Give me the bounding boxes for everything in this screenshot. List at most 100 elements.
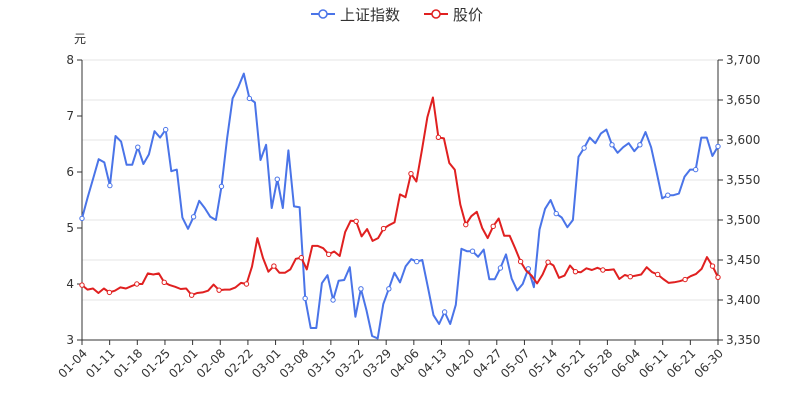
legend-item-index[interactable]: 上证指数 [311,6,400,24]
series-layer [79,72,721,340]
right-tick-label: 3,450 [726,253,760,267]
x-tick-label: 01-11 [83,346,118,381]
right-tick-label: 3,700 [726,53,760,67]
legend-index-label: 上证指数 [340,6,400,24]
x-tick-label: 05-14 [526,346,561,381]
data-point [414,258,420,265]
data-point [637,142,643,148]
data-point [330,297,336,303]
x-tick-label: 04-20 [443,346,478,381]
data-point [274,176,280,182]
legend-price-label: 股价 [453,6,483,24]
data-point [609,142,615,148]
x-tick-label: 02-08 [194,346,229,381]
data-point [358,286,364,292]
legend-item-price[interactable]: 股价 [424,6,483,24]
data-point [218,183,225,190]
data-point [134,281,140,287]
data-point [715,274,721,280]
x-tick-label: 02-01 [166,346,201,381]
x-tick-label: 03-15 [304,346,339,381]
x-tick-label: 03-22 [332,346,367,381]
data-point [627,274,633,280]
data-point [665,192,671,198]
left-tick-label: 4 [66,277,74,291]
x-tick-label: 01-18 [111,346,146,381]
gridlines [82,59,718,341]
x-tick-label: 04-06 [387,346,422,381]
x-tick-label: 06-11 [636,346,671,381]
left-tick-label: 8 [66,53,74,67]
data-point [581,145,587,151]
right-tick-label: 3,500 [726,213,760,227]
x-tick-label: 03-08 [277,346,312,381]
right-tick-label: 3,350 [726,333,760,347]
right-tick-label: 3,550 [726,173,760,187]
data-point [715,143,721,150]
data-point [79,215,85,222]
data-point [692,166,699,173]
data-point [271,263,277,269]
x-tick-label: 05-21 [553,346,588,381]
data-point [353,218,359,224]
data-point [386,286,392,292]
axes: 3 4 5 6 7 8 3,350 3,400 3,450 3,500 3,550 3,600 3,65… [56,53,761,381]
right-tick-label: 3,400 [726,293,760,307]
left-tick-label: 3 [66,333,74,347]
data-point [188,292,195,298]
legend: 上证指数 股价 [311,6,483,24]
data-point [600,267,606,273]
data-point [107,182,113,189]
x-tick-label: 03-01 [249,346,284,381]
data-point [469,248,476,254]
x-tick-label: 01-04 [56,346,91,381]
data-point [380,225,387,232]
data-point [463,221,469,228]
x-tick-label: 06-21 [664,346,699,381]
data-point [654,271,661,278]
data-point [490,223,496,230]
data-point [246,95,253,102]
x-tick-label: 03-29 [360,346,395,381]
data-point [517,258,524,265]
data-point [298,254,305,261]
data-point [572,268,579,275]
x-tick-label: 05-28 [581,346,616,381]
data-point [161,279,167,286]
x-tick-label: 04-27 [470,346,505,381]
data-point [553,210,559,217]
legend-price-swatch-marker [431,9,441,19]
data-point [216,287,222,293]
data-point [408,170,414,177]
left-tick-label: 7 [66,109,74,123]
data-point [682,276,688,283]
data-point [162,126,169,133]
series-line-0 [81,72,719,340]
x-tick-label: 05-07 [498,346,533,381]
series-line-1 [81,96,719,297]
left-axis-unit: 元 [74,32,86,46]
data-point [302,295,308,302]
x-tick-label: 02-22 [221,346,256,381]
data-point [435,134,442,140]
data-point [106,289,113,296]
x-tick-label: 06-04 [609,346,644,381]
x-tick-label: 06-30 [692,346,727,381]
right-tick-label: 3,600 [726,133,760,147]
data-point [441,309,448,315]
x-tick-label: 01-25 [138,346,173,381]
data-point [243,281,250,287]
x-tick-label: 04-13 [415,346,450,381]
right-tick-label: 3,650 [726,93,760,107]
data-point [326,251,332,258]
data-point [545,259,551,265]
data-point [190,214,197,220]
data-point [135,144,141,150]
data-point [79,282,85,288]
data-point [497,265,504,271]
legend-index-swatch-marker [318,9,328,19]
left-tick-label: 5 [66,221,74,235]
left-tick-label: 6 [66,165,74,179]
data-point [709,263,716,269]
